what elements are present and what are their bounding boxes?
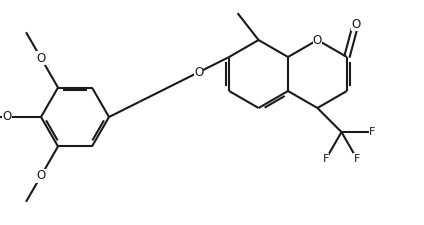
Text: O: O: [3, 110, 11, 124]
Text: O: O: [36, 169, 46, 182]
Text: F: F: [323, 153, 329, 164]
Text: F: F: [354, 153, 360, 164]
Text: O: O: [351, 18, 360, 31]
Text: O: O: [313, 34, 322, 47]
Text: O: O: [36, 52, 46, 65]
Text: O: O: [194, 66, 204, 79]
Text: F: F: [369, 127, 375, 137]
